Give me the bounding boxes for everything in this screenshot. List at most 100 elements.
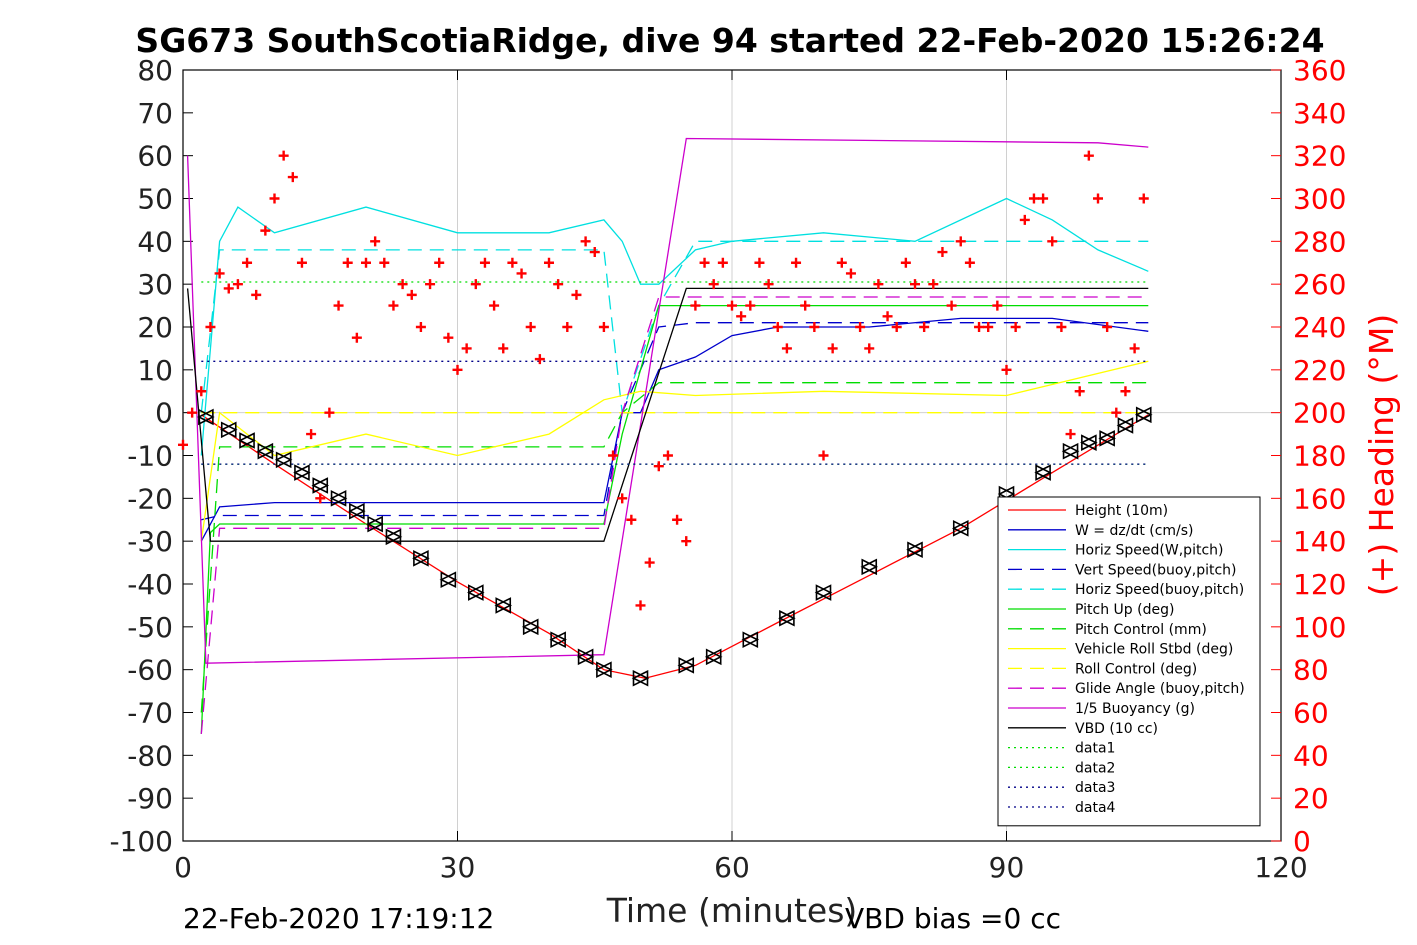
- heading-point: [955, 236, 966, 247]
- heading-point: [525, 322, 536, 332]
- heading-point: [1065, 429, 1076, 440]
- legend-label: Roll Control (deg): [1075, 661, 1197, 677]
- heading-point: [461, 343, 472, 354]
- height-marker-overlay: [779, 609, 796, 627]
- y2-tick-label: 280: [1293, 225, 1346, 258]
- height-marker-overlay: [367, 515, 384, 533]
- heading-point: [452, 364, 463, 375]
- legend: Height (10m) W = dz/dt (cm/s) Horiz Speed(…: [997, 496, 1261, 827]
- height-marker-overlay: [742, 631, 760, 648]
- height-marker-overlay: [275, 451, 293, 469]
- heading-series: [178, 150, 1149, 611]
- y2-tick-label: 140: [1293, 525, 1346, 558]
- height-marker-overlay: [861, 558, 879, 576]
- height-marker-overlay: [1035, 464, 1052, 481]
- heading-point: [855, 322, 866, 332]
- heading-point: [964, 257, 975, 268]
- y2-tick-label: 340: [1293, 97, 1346, 130]
- heading-point: [672, 514, 683, 525]
- heading-point: [910, 279, 920, 290]
- legend-label: Height (10m): [1075, 503, 1168, 519]
- height-marker-overlay: [522, 618, 540, 636]
- y2-tick-label: 0: [1293, 825, 1311, 858]
- heading-point: [287, 172, 298, 183]
- heading-point: [1074, 386, 1085, 397]
- heading-point: [324, 407, 335, 418]
- height-marker-overlay: [330, 490, 348, 507]
- height-marker-overlay: [294, 464, 311, 481]
- heading-point: [745, 300, 756, 311]
- heading-point: [178, 439, 188, 450]
- heading-point: [580, 236, 591, 247]
- y2-tick-label: 160: [1293, 482, 1346, 515]
- heading-point: [534, 354, 545, 365]
- y2-tick-label: 360: [1293, 54, 1346, 87]
- legend-box: [997, 496, 1261, 827]
- height-marker-overlay: [1135, 406, 1153, 424]
- legend-label: Pitch Up (deg): [1075, 602, 1174, 618]
- heading-point: [333, 300, 344, 311]
- y-tick-label: -90: [127, 782, 173, 815]
- x-axis-ticks: 0 30 60 90 120: [174, 851, 1308, 884]
- height-marker-overlay: [1117, 417, 1135, 434]
- heading-point: [598, 322, 609, 332]
- heading-point: [479, 257, 490, 268]
- heading-point: [562, 322, 573, 332]
- heading-point: [763, 279, 774, 290]
- heading-point: [196, 386, 207, 397]
- height-marker-overlay: [495, 597, 513, 614]
- legend-label: Pitch Control (mm): [1075, 622, 1207, 638]
- heading-point: [351, 332, 362, 343]
- legend-label: 1/5 Buoyancy (g): [1075, 701, 1195, 717]
- height-marker-overlay: [220, 421, 238, 439]
- heading-point: [553, 279, 564, 290]
- heading-point: [507, 257, 518, 268]
- heading-point: [1120, 386, 1131, 397]
- x-tick-label: 0: [174, 851, 192, 884]
- y-tick-label: 30: [137, 268, 173, 301]
- heading-point: [873, 279, 884, 290]
- y2-tick-label: 20: [1293, 782, 1329, 815]
- heading-point: [1047, 236, 1058, 247]
- y-tick-label: 70: [137, 97, 173, 130]
- y-tick-label: -30: [127, 525, 173, 558]
- heading-point: [1138, 193, 1149, 204]
- y-tick-label: -80: [127, 739, 173, 772]
- heading-point: [425, 279, 436, 290]
- heading-point: [379, 257, 390, 268]
- y2-tick-label: 120: [1293, 568, 1346, 601]
- heading-point: [1083, 150, 1094, 161]
- series-line-10: [186, 137, 1149, 664]
- heading-point: [388, 300, 399, 311]
- legend-label: data2: [1075, 760, 1115, 776]
- heading-point: [306, 429, 317, 440]
- heading-point: [946, 300, 957, 311]
- heading-point: [617, 493, 628, 504]
- heading-point: [891, 322, 902, 332]
- heading-point: [544, 257, 554, 268]
- height-marker-overlay: [1081, 434, 1098, 451]
- legend-label: Vert Speed(buoy,pitch): [1075, 562, 1237, 578]
- legend-label: Vehicle Roll Stbd (deg): [1075, 642, 1233, 658]
- heading-point: [681, 536, 692, 547]
- heading-point: [232, 279, 243, 290]
- heading-point: [699, 257, 710, 268]
- height-markers: [197, 406, 1153, 687]
- height-marker-overlay: [349, 502, 366, 520]
- legend-label: Horiz Speed(buoy,pitch): [1075, 582, 1244, 598]
- heading-point: [662, 450, 673, 461]
- heading-point: [974, 322, 985, 332]
- heading-point: [443, 332, 454, 343]
- heading-point: [608, 450, 619, 461]
- heading-point: [489, 300, 500, 311]
- heading-point: [717, 257, 728, 268]
- heading-point: [690, 300, 701, 311]
- series-line-4: [200, 240, 1149, 413]
- x-tick-label: 60: [714, 851, 750, 884]
- series-line-6: [200, 382, 1149, 713]
- y2-tick-label: 220: [1293, 354, 1346, 387]
- legend-label: Glide Angle (buoy,pitch): [1075, 681, 1245, 697]
- y-tick-label: 50: [137, 183, 173, 216]
- y-tick-label: -50: [127, 611, 173, 644]
